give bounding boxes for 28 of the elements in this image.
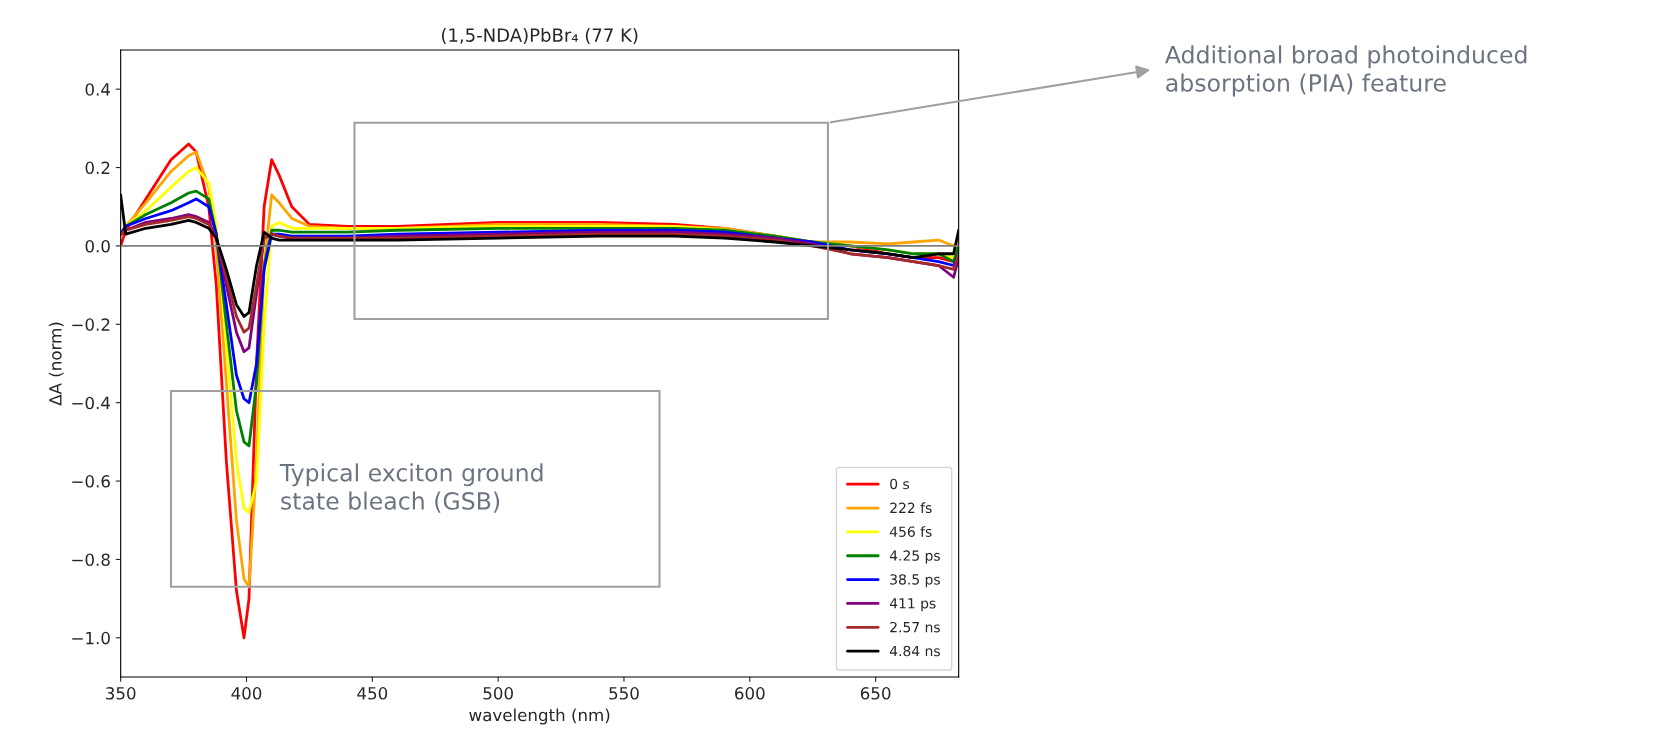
y-axis-title: ΔA (norm) <box>48 322 64 406</box>
legend-label: 4.25 ps <box>889 550 940 564</box>
y-tick-label: 0.4 <box>85 83 111 96</box>
y-tick-label: −0.4 <box>72 396 111 410</box>
legend-label: 38.5 ps <box>890 574 940 588</box>
text: Additional broad photoinduced absorption (PIA) feature <box>1165 45 1527 97</box>
x-tick-label: 500 <box>483 687 513 700</box>
y-tick-label: −1.0 <box>72 631 110 645</box>
x-tick-label: 550 <box>609 687 639 700</box>
chart-title: (1,5-NDA)PbBr₄ (77 K) <box>441 27 638 45</box>
y-tick-label: −0.6 <box>72 475 110 488</box>
y-tick-label: 0.0 <box>85 239 110 253</box>
x-tick-label: 400 <box>231 687 262 700</box>
x-tick-label: 600 <box>735 687 765 700</box>
x-tick-label: 350 <box>106 687 136 700</box>
legend-label: 411 ps <box>889 598 936 612</box>
legend-label: 0 s <box>890 478 910 490</box>
y-tick-label: 0.2 <box>85 161 110 175</box>
y-tick-label: −0.2 <box>72 318 110 331</box>
x-tick-label: 450 <box>357 687 388 700</box>
legend-label: 2.57 ns <box>890 621 940 633</box>
x-tick-label: 650 <box>860 687 891 700</box>
y-tick-label: −0.8 <box>72 553 110 566</box>
legend-label: 222 fs <box>890 502 932 514</box>
legend-label: 456 fs <box>889 526 932 537</box>
annotation: Typical exciton ground state bleach (GSB) <box>279 463 543 513</box>
x-axis-title: wavelength (nm) <box>469 708 610 725</box>
legend-label: 4.84 ns <box>889 645 940 657</box>
